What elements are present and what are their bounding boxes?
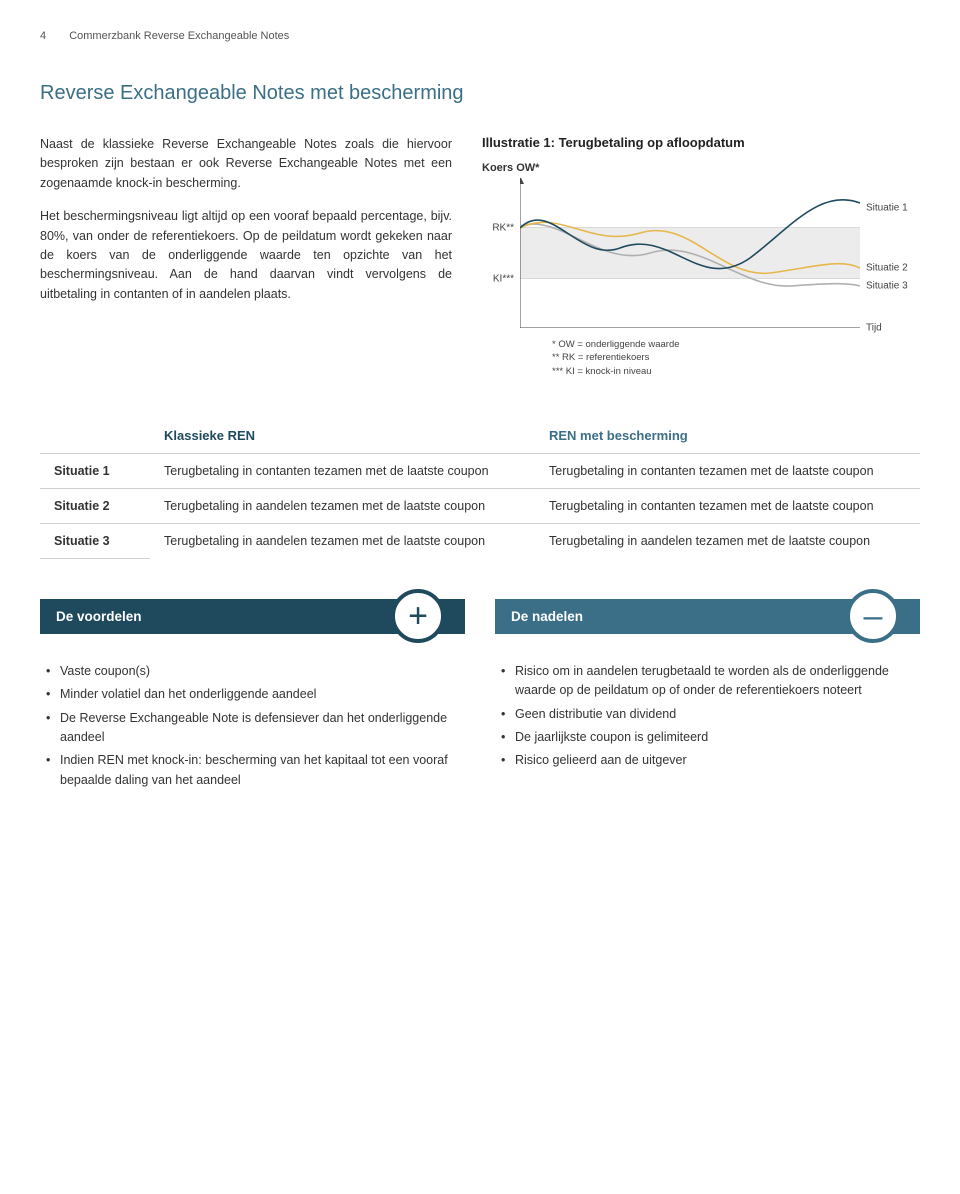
- table-row: Situatie 3Terugbetaling in aandelen teza…: [40, 523, 920, 558]
- th-klassieke: Klassieke REN: [150, 418, 535, 454]
- list-item: De Reverse Exchangeable Note is defensie…: [46, 709, 459, 748]
- cell-klassieke: Terugbetaling in aandelen tezamen met de…: [150, 488, 535, 523]
- section-title: Reverse Exchangeable Notes met beschermi…: [40, 82, 920, 105]
- chart: Koers OW* RK** KI***: [482, 162, 920, 378]
- page-header: 4 Commerzbank Reverse Exchangeable Notes: [40, 30, 920, 42]
- chart-right-labels: Situatie 1 Situatie 2 Situatie 3 Tijd: [860, 178, 920, 328]
- pros-cons-row: De voordelen + Vaste coupon(s) Minder vol…: [40, 599, 920, 794]
- y-axis-arrow: [520, 178, 524, 184]
- th-bescherming: REN met bescherming: [535, 418, 920, 454]
- list-item: Indien REN met knock-in: bescherming van…: [46, 751, 459, 790]
- chart-svg: [520, 178, 860, 328]
- table-row: Situatie 1Terugbetaling in contanten tez…: [40, 453, 920, 488]
- pros-box: De voordelen + Vaste coupon(s) Minder vol…: [40, 599, 465, 794]
- label-situatie-2: Situatie 2: [866, 263, 908, 274]
- paragraph-1: Naast de klassieke Reverse Exchangeable …: [40, 135, 452, 193]
- row-label: Situatie 1: [40, 453, 150, 488]
- footnote-3: *** KI = knock-in niveau: [552, 365, 920, 378]
- list-item: De jaarlijkste coupon is gelimiteerd: [501, 728, 914, 747]
- label-situatie-1: Situatie 1: [866, 203, 908, 214]
- cons-header: De nadelen –: [495, 599, 920, 634]
- list-item: Risico gelieerd aan de uitgever: [501, 751, 914, 770]
- list-item: Vaste coupon(s): [46, 662, 459, 681]
- cell-bescherming: Terugbetaling in contanten tezamen met d…: [535, 488, 920, 523]
- ytick-rk: RK**: [492, 222, 514, 233]
- footnote-1: * OW = onderliggende waarde: [552, 338, 920, 351]
- cell-bescherming: Terugbetaling in aandelen tezamen met de…: [535, 523, 920, 558]
- chart-title: Illustratie 1: Terugbetaling op afloopda…: [482, 135, 920, 150]
- doc-title: Commerzbank Reverse Exchangeable Notes: [69, 30, 289, 42]
- intro-and-chart: Naast de klassieke Reverse Exchangeable …: [40, 135, 920, 378]
- list-item: Risico om in aandelen terugbetaald te wo…: [501, 662, 914, 701]
- list-item: Minder volatiel dan het onderliggende aa…: [46, 685, 459, 704]
- page-number: 4: [40, 30, 46, 42]
- chart-panel: Illustratie 1: Terugbetaling op afloopda…: [482, 135, 920, 378]
- row-label: Situatie 3: [40, 523, 150, 558]
- list-item: Geen distributie van dividend: [501, 705, 914, 724]
- cons-box: De nadelen – Risico om in aandelen terug…: [495, 599, 920, 794]
- minus-icon: –: [846, 589, 900, 643]
- cell-klassieke: Terugbetaling in contanten tezamen met d…: [150, 453, 535, 488]
- comparison-table: Klassieke REN REN met bescherming Situat…: [40, 418, 920, 559]
- intro-text: Naast de klassieke Reverse Exchangeable …: [40, 135, 452, 378]
- table-row: Situatie 2Terugbetaling in aandelen teza…: [40, 488, 920, 523]
- th-blank: [40, 418, 150, 454]
- pros-title: De voordelen: [56, 609, 142, 624]
- plus-icon: +: [391, 589, 445, 643]
- chart-ylabel: Koers OW*: [482, 162, 920, 174]
- pros-list: Vaste coupon(s) Minder volatiel dan het o…: [40, 662, 465, 790]
- footnote-2: ** RK = referentiekoers: [552, 351, 920, 364]
- label-tijd: Tijd: [866, 323, 882, 334]
- cons-list: Risico om in aandelen terugbetaald te wo…: [495, 662, 920, 771]
- label-situatie-3: Situatie 3: [866, 281, 908, 292]
- chart-footnotes: * OW = onderliggende waarde ** RK = refe…: [552, 338, 920, 378]
- pros-header: De voordelen +: [40, 599, 465, 634]
- ytick-ki: KI***: [493, 273, 514, 284]
- row-label: Situatie 2: [40, 488, 150, 523]
- chart-yticks: RK** KI***: [482, 178, 520, 328]
- cell-bescherming: Terugbetaling in contanten tezamen met d…: [535, 453, 920, 488]
- cell-klassieke: Terugbetaling in aandelen tezamen met de…: [150, 523, 535, 558]
- table-header-row: Klassieke REN REN met bescherming: [40, 418, 920, 454]
- paragraph-2: Het beschermingsniveau ligt altijd op ee…: [40, 207, 452, 304]
- cons-title: De nadelen: [511, 609, 583, 624]
